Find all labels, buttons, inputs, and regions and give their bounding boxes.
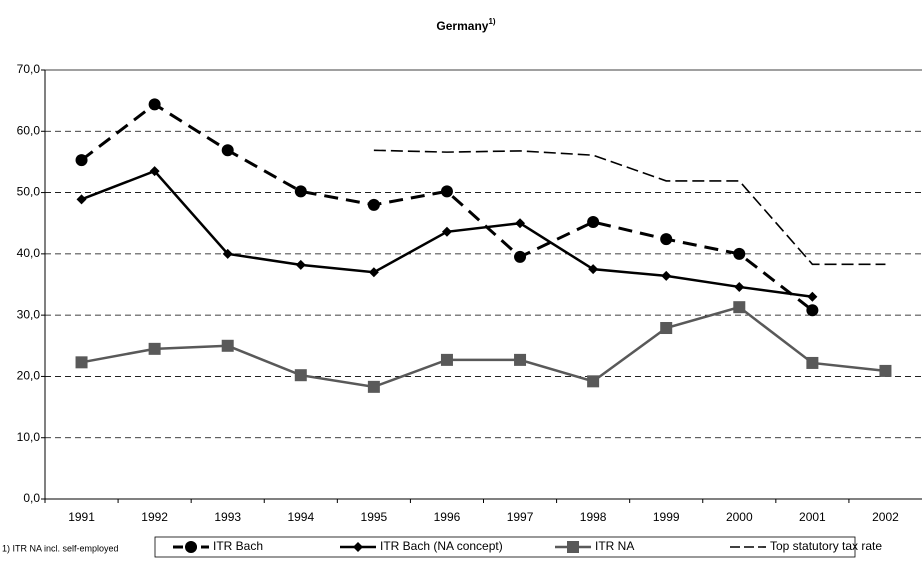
x-tick-label: 1991 [68,510,95,524]
point [515,218,526,229]
point [734,281,745,292]
point [660,322,673,335]
point [514,250,527,263]
point [148,98,161,111]
x-tick-label: 2001 [799,510,826,524]
point [75,154,88,167]
legend-label: ITR NA [595,539,634,553]
x-tick-label: 2002 [872,510,899,524]
point [221,144,234,157]
chart-title: Germany1) [436,17,495,33]
point [294,369,307,382]
point [367,198,380,211]
point [440,185,453,198]
series-line [373,149,886,266]
point [733,301,746,314]
x-tick-label: 1994 [287,510,314,524]
point [76,194,87,205]
y-tick-label: 70,0 [17,62,41,76]
x-tick-label: 1999 [653,510,680,524]
point [75,356,88,369]
legend-box [154,536,856,558]
point [567,541,579,553]
point [368,267,379,278]
point [185,541,197,553]
point [661,270,672,281]
y-tick-label: 20,0 [17,369,41,383]
point [294,185,307,198]
x-tick-label: 1998 [580,510,607,524]
point [733,247,746,260]
point [588,264,599,275]
legend-label: Top statutory tax rate [770,539,882,553]
point [587,215,600,228]
point [222,248,233,259]
point [514,353,527,366]
series-line [80,102,814,312]
y-tick-label: 60,0 [17,123,41,137]
x-tick-label: 1992 [141,510,168,524]
x-tick-label: 1997 [507,510,534,524]
point [221,339,234,352]
point [353,542,363,552]
point [806,304,819,317]
point [440,353,453,366]
point [806,356,819,369]
x-tick-label: 1995 [361,510,388,524]
point [660,233,673,246]
point [807,291,818,302]
point [148,342,161,355]
legend-label: ITR Bach [213,539,263,553]
x-tick-label: 2000 [726,510,753,524]
legend-label: ITR Bach (NA concept) [380,539,503,553]
point [879,364,892,377]
y-tick-label: 0,0 [23,491,40,505]
point [149,166,160,177]
footnote: 1) ITR NA incl. self-employed [2,543,119,553]
series-line [81,305,886,389]
y-tick-label: 10,0 [17,430,41,444]
point [587,375,600,388]
point [441,226,452,237]
point [367,380,380,393]
y-tick-label: 40,0 [17,246,41,260]
title-text: Germany [436,19,488,33]
x-tick-label: 1993 [214,510,241,524]
point [295,259,306,270]
title-note-marker: 1) [488,17,495,26]
x-tick-label: 1996 [434,510,461,524]
y-tick-label: 50,0 [17,185,41,199]
y-tick-label: 30,0 [17,307,41,321]
